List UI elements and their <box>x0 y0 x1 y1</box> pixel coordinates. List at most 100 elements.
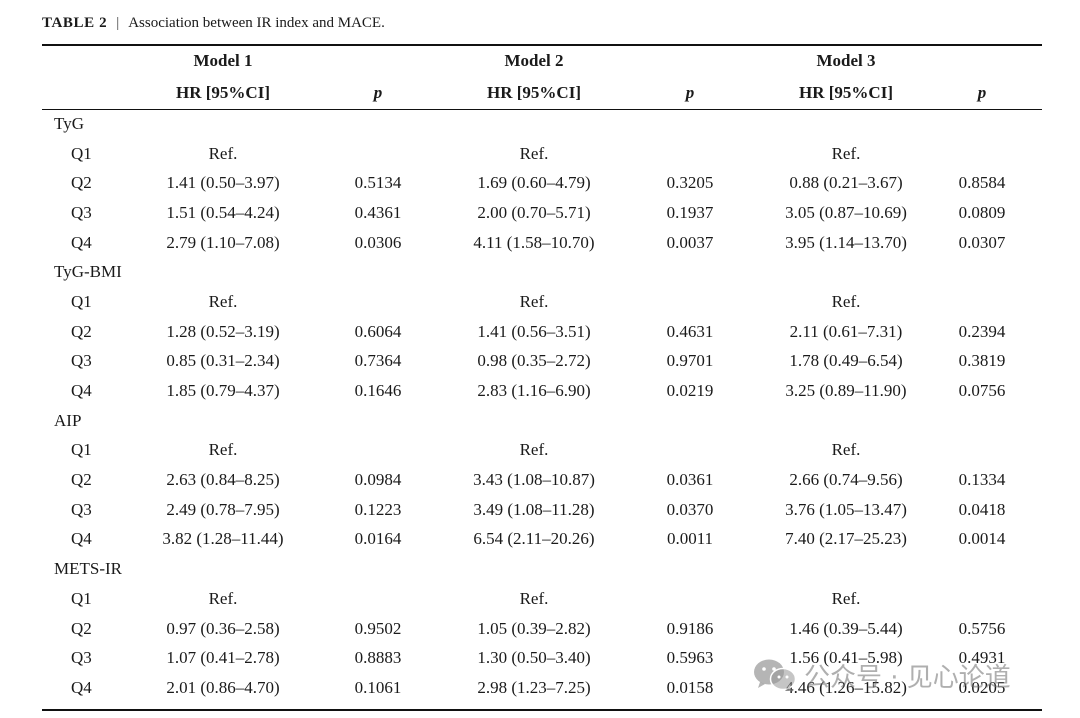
table-row: Q1 Ref. Ref. Ref. <box>42 139 1042 169</box>
quartile-label: Q2 <box>71 618 92 638</box>
hr-cell: 1.46 (0.39–5.44) <box>789 618 903 638</box>
hr-cell: 0.98 (0.35–2.72) <box>477 351 591 371</box>
p-cell: 0.9186 <box>666 618 714 638</box>
hr-cell: Ref. <box>831 440 861 460</box>
p-cell: 0.3205 <box>666 173 714 193</box>
p-cell: 0.1223 <box>354 499 402 519</box>
hr-cell: Ref. <box>519 440 549 460</box>
p-cell: 0.0011 <box>666 529 714 549</box>
header-p-model-1: p <box>373 82 383 102</box>
p-cell: 0.5756 <box>958 618 1006 638</box>
table-row: Q3 2.49 (0.78–7.95) 0.1223 3.49 (1.08–11.28… <box>42 495 1042 525</box>
p-cell: 0.0418 <box>958 499 1006 519</box>
hr-cell: 1.05 (0.39–2.82) <box>477 618 591 638</box>
header-hr-model-2: HR [95%CI] <box>487 82 581 102</box>
p-cell: 0.8584 <box>958 173 1006 193</box>
header-row-models: Model 1 Model 2 Model 3 <box>42 46 1042 76</box>
p-cell <box>298 584 458 614</box>
quartile-label: Q1 <box>71 143 92 163</box>
group-row: TyG-BMI <box>42 257 1042 287</box>
p-cell: 0.0306 <box>354 232 402 252</box>
hr-cell: Ref. <box>208 143 238 163</box>
p-cell: 0.0014 <box>958 529 1006 549</box>
p-cell: 0.4931 <box>958 648 1006 668</box>
group-row: METS-IR <box>42 554 1042 584</box>
header-empty <box>42 46 148 76</box>
hr-cell: Ref. <box>208 291 238 311</box>
hr-cell: 1.41 (0.50–3.97) <box>166 173 280 193</box>
p-cell: 0.0756 <box>958 381 1006 401</box>
p-cell: 0.0984 <box>354 470 402 490</box>
quartile-label: Q1 <box>71 588 92 608</box>
header-model-1: Model 1 <box>193 51 253 70</box>
hr-cell: 2.49 (0.78–7.95) <box>166 499 280 519</box>
quartile-label: Q4 <box>71 232 92 252</box>
p-cell: 0.5134 <box>354 173 402 193</box>
hr-cell: Ref. <box>519 143 549 163</box>
table-row: Q2 2.63 (0.84–8.25) 0.0984 3.43 (1.08–10.87… <box>42 465 1042 495</box>
p-cell: 0.5963 <box>666 648 714 668</box>
hr-cell: 1.51 (0.54–4.24) <box>166 202 280 222</box>
hr-cell: 1.28 (0.52–3.19) <box>166 321 280 341</box>
p-cell <box>922 436 1042 466</box>
hr-cell: 4.11 (1.58–10.70) <box>473 232 595 252</box>
quartile-label: Q1 <box>71 440 92 460</box>
quartile-label: Q1 <box>71 291 92 311</box>
hr-cell: 1.56 (0.41–5.98) <box>789 648 903 668</box>
p-cell: 0.0370 <box>666 499 714 519</box>
quartile-label: Q3 <box>71 499 92 519</box>
hr-cell: Ref. <box>831 291 861 311</box>
hr-cell: Ref. <box>519 291 549 311</box>
table-row: Q4 1.85 (0.79–4.37) 0.1646 2.83 (1.16–6.90)… <box>42 376 1042 406</box>
p-cell: 0.0361 <box>666 470 714 490</box>
quartile-label: Q3 <box>71 648 92 668</box>
p-cell: 0.9701 <box>666 351 714 371</box>
quartile-label: Q3 <box>71 351 92 371</box>
p-cell: 0.0219 <box>666 381 714 401</box>
header-hr-model-3: HR [95%CI] <box>799 82 893 102</box>
p-cell: 0.1061 <box>354 677 402 697</box>
p-cell: 0.1937 <box>666 202 714 222</box>
table-row: Q2 0.97 (0.36–2.58) 0.9502 1.05 (0.39–2.82)… <box>42 614 1042 644</box>
hr-cell: 3.05 (0.87–10.69) <box>785 202 907 222</box>
hr-cell: 1.07 (0.41–2.78) <box>166 648 280 668</box>
group-label: METS-IR <box>54 559 122 579</box>
table-row: Q3 0.85 (0.31–2.34) 0.7364 0.98 (0.35–2.72)… <box>42 347 1042 377</box>
header-p-model-2: p <box>685 82 695 102</box>
hr-cell: 7.40 (2.17–25.23) <box>785 529 907 549</box>
p-cell <box>298 139 458 169</box>
hr-cell: 0.88 (0.21–3.67) <box>789 173 903 193</box>
header-hr-model-1: HR [95%CI] <box>176 82 270 102</box>
hr-cell: 0.97 (0.36–2.58) <box>166 618 280 638</box>
hr-cell: 0.85 (0.31–2.34) <box>166 351 280 371</box>
bottom-rule <box>42 709 1042 711</box>
p-cell: 0.6064 <box>354 321 402 341</box>
hr-cell: 2.98 (1.23–7.25) <box>477 677 591 697</box>
hr-cell: 2.11 (0.61–7.31) <box>789 321 903 341</box>
quartile-label: Q4 <box>71 677 92 697</box>
hr-cell: Ref. <box>831 143 861 163</box>
hr-cell: 3.25 (0.89–11.90) <box>785 381 907 401</box>
table-row: Q3 1.51 (0.54–4.24) 0.4361 2.00 (0.70–5.71)… <box>42 198 1042 228</box>
group-row: AIP <box>42 406 1042 436</box>
hr-cell: 3.95 (1.14–13.70) <box>785 232 907 252</box>
quartile-label: Q3 <box>71 202 92 222</box>
p-cell <box>922 584 1042 614</box>
header-model-2: Model 2 <box>504 51 564 70</box>
quartile-label: Q2 <box>71 321 92 341</box>
hr-cell: 2.00 (0.70–5.71) <box>477 202 591 222</box>
hr-cell: 2.83 (1.16–6.90) <box>477 381 591 401</box>
table-row: Q2 1.41 (0.50–3.97) 0.5134 1.69 (0.60–4.79)… <box>42 168 1042 198</box>
hr-cell: 3.76 (1.05–13.47) <box>785 499 907 519</box>
table-row: Q1 Ref. Ref. Ref. <box>42 287 1042 317</box>
table-row: Q2 1.28 (0.52–3.19) 0.6064 1.41 (0.56–3.51)… <box>42 317 1042 347</box>
hr-cell: 1.30 (0.50–3.40) <box>477 648 591 668</box>
hr-cell: 1.85 (0.79–4.37) <box>166 381 280 401</box>
hr-cell: Ref. <box>208 588 238 608</box>
quartile-label: Q4 <box>71 529 92 549</box>
hr-cell: 1.41 (0.56–3.51) <box>477 321 591 341</box>
hr-cell: 1.78 (0.49–6.54) <box>789 351 903 371</box>
p-cell: 0.2394 <box>958 321 1006 341</box>
table-row: Q1 Ref. Ref. Ref. <box>42 584 1042 614</box>
p-cell: 0.9502 <box>354 618 402 638</box>
